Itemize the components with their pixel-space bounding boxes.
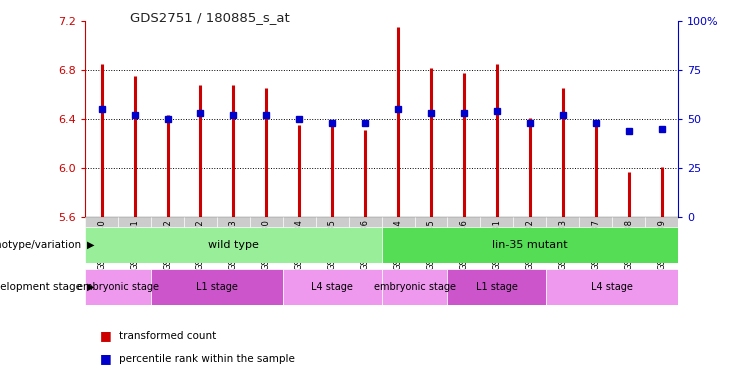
Text: development stage: development stage (0, 282, 82, 292)
Text: GDS2751 / 180885_s_at: GDS2751 / 180885_s_at (130, 12, 290, 25)
Bar (85, 217, 118, 261)
Text: GSM147334: GSM147334 (295, 219, 304, 270)
Bar (151, 217, 184, 261)
Bar (382, 217, 414, 261)
Bar (283, 269, 382, 305)
Bar (546, 217, 579, 261)
Bar (480, 217, 514, 261)
Bar (217, 217, 250, 261)
Bar (349, 217, 382, 261)
Bar (118, 217, 151, 261)
Text: embryonic stage: embryonic stage (77, 282, 159, 292)
Text: GSM147336: GSM147336 (361, 219, 370, 270)
Text: GSM147340: GSM147340 (97, 219, 106, 270)
Text: GSM147338: GSM147338 (624, 219, 633, 270)
Text: ■: ■ (100, 353, 112, 366)
Text: ■: ■ (100, 329, 112, 343)
Text: GSM146422: GSM146422 (196, 219, 205, 270)
Text: GSM147341: GSM147341 (130, 219, 139, 270)
Bar (645, 217, 678, 261)
Bar (448, 217, 480, 261)
Bar (184, 217, 217, 261)
Text: genotype/variation: genotype/variation (0, 240, 82, 250)
Text: percentile rank within the sample: percentile rank within the sample (119, 354, 294, 364)
Bar (414, 217, 448, 261)
Bar (612, 217, 645, 261)
Bar (546, 269, 678, 305)
Bar (448, 269, 546, 305)
Text: GSM147333: GSM147333 (558, 219, 568, 270)
Text: L4 stage: L4 stage (591, 282, 633, 292)
Bar (85, 269, 151, 305)
Text: ▶: ▶ (87, 282, 94, 292)
Bar (316, 217, 349, 261)
Bar (382, 227, 678, 263)
Bar (579, 217, 612, 261)
Bar (151, 269, 283, 305)
Text: GSM147330: GSM147330 (262, 219, 271, 270)
Text: wild type: wild type (208, 240, 259, 250)
Text: GSM147342: GSM147342 (163, 219, 172, 270)
Text: GSM147335: GSM147335 (328, 219, 336, 270)
Text: GSM146423: GSM146423 (229, 219, 238, 270)
Bar (382, 269, 448, 305)
Bar (85, 227, 382, 263)
Text: L1 stage: L1 stage (476, 282, 518, 292)
Text: ▶: ▶ (87, 240, 94, 250)
Text: L4 stage: L4 stage (311, 282, 353, 292)
Bar (250, 217, 283, 261)
Bar (514, 217, 546, 261)
Text: lin-35 mutant: lin-35 mutant (492, 240, 568, 250)
Text: transformed count: transformed count (119, 331, 216, 341)
Text: GSM147344: GSM147344 (393, 219, 402, 270)
Text: GSM147339: GSM147339 (657, 219, 666, 270)
Text: GSM147346: GSM147346 (459, 219, 468, 270)
Text: embryonic stage: embryonic stage (373, 282, 456, 292)
Text: GSM147332: GSM147332 (525, 219, 534, 270)
Text: GSM147331: GSM147331 (492, 219, 502, 270)
Bar (283, 217, 316, 261)
Text: L1 stage: L1 stage (196, 282, 238, 292)
Text: GSM147337: GSM147337 (591, 219, 600, 270)
Text: GSM147345: GSM147345 (427, 219, 436, 270)
